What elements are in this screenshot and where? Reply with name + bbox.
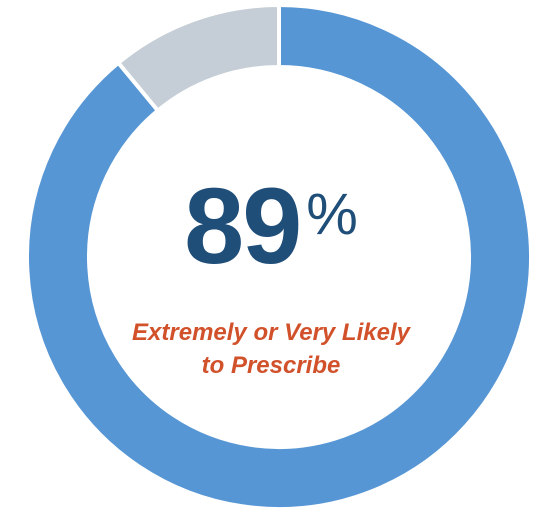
donut-slice-likely: [25, 3, 533, 509]
donut-slice-remainder: [116, 3, 281, 113]
